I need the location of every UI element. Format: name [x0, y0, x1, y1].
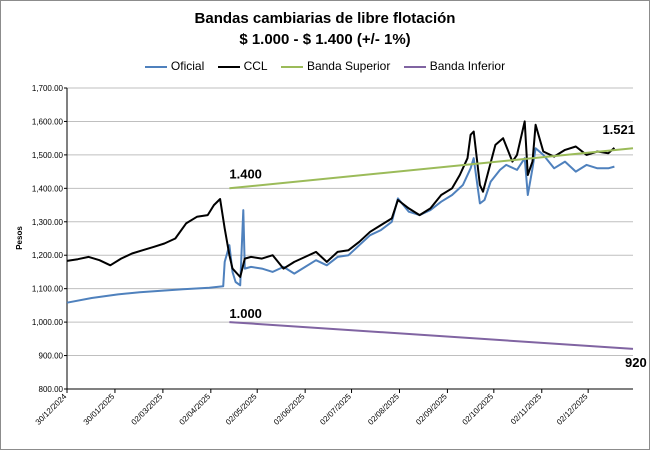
legend-swatch-banda-superior: [280, 65, 303, 68]
legend-item-banda-superior: Banda Superior: [280, 59, 391, 73]
legend-item-oficial: Oficial: [144, 59, 205, 73]
x-tick-label: 30/12/2024: [34, 392, 69, 427]
y-tick-label: 800.00: [39, 385, 64, 394]
x-tick-label: 02/11/2025: [509, 392, 544, 427]
series-line-banda-inferior: [229, 321, 634, 350]
legend-label-oficial: Oficial: [170, 59, 205, 73]
annotation-label: 1.400: [229, 166, 262, 181]
y-tick-label: 1,700.00: [32, 84, 64, 93]
x-tick-label: 02/07/2025: [318, 392, 353, 427]
y-tick-label: 1,000.00: [32, 318, 64, 327]
x-tick-label: 02/08/2025: [366, 392, 401, 427]
x-tick-label: 02/06/2025: [272, 392, 307, 427]
legend-label-ccl: CCL: [243, 59, 268, 73]
annotation-layer: 1.400 1.000 1.521 920: [229, 122, 646, 370]
series-line-banda-superior: [229, 147, 634, 190]
x-tick-label: 30/01/2025: [82, 392, 117, 427]
chart-title: Bandas cambiarias de libre flotación: [194, 10, 456, 27]
x-tick-label: 02/10/2025: [461, 392, 496, 427]
y-tick-label: 1,400.00: [32, 184, 64, 193]
y-axis-label: Pesos: [15, 226, 24, 250]
series-line-oficial: [66, 147, 615, 304]
x-tick-label: 02/12/2025: [555, 392, 590, 427]
y-tick-label: 1,300.00: [32, 218, 64, 227]
annotation-label: 1.521: [602, 122, 635, 137]
legend-swatch-oficial: [144, 65, 167, 68]
legend-item-ccl: CCL: [217, 59, 268, 73]
chart-subtitle: $ 1.000 - $ 1.400 (+/- 1%): [239, 31, 411, 48]
x-tick-label: 02/04/2025: [178, 392, 213, 427]
legend-swatch-banda-inferior: [403, 65, 426, 68]
series-layer: [66, 120, 634, 350]
y-tick-label: 900.00: [39, 352, 64, 361]
annotation-label: 920: [625, 355, 647, 370]
legend-swatch-ccl: [217, 65, 240, 68]
series-line-ccl: [66, 120, 616, 278]
y-tick-label: 1,100.00: [32, 285, 64, 294]
annotation-label: 1.000: [229, 306, 262, 321]
y-tick-label: 1,200.00: [32, 251, 64, 260]
legend-item-banda-inferior: Banda Inferior: [403, 59, 506, 73]
y-tick-label: 1,600.00: [32, 117, 64, 126]
legend-label-banda-inferior: Banda Inferior: [429, 59, 506, 73]
legend-label-banda-superior: Banda Superior: [306, 59, 391, 73]
x-tick-label: 02/03/2025: [130, 392, 165, 427]
x-tick-label: 02/09/2025: [414, 392, 449, 427]
chart-legend: Oficial CCL Banda Superior Banda Inferio…: [0, 59, 650, 73]
y-tick-label: 1,500.00: [32, 151, 64, 160]
x-tick-label: 02/05/2025: [224, 392, 259, 427]
